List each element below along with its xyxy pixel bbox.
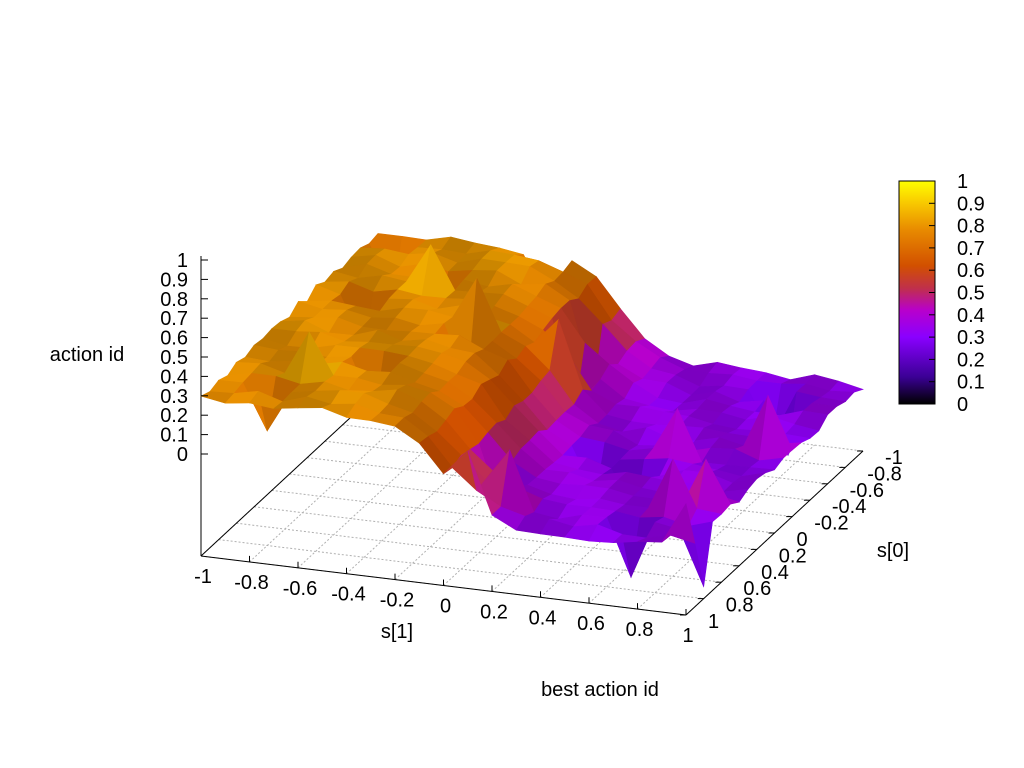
z-tick-label: 0.1 [160,425,188,447]
colorbar-tick-label: 0.5 [957,283,985,305]
y-tick-label: -0.6 [850,480,884,502]
colorbar-tick-label: 0.2 [957,349,985,371]
y-tick-label: 0.6 [743,578,771,600]
colorbar-tick-label: 0.4 [957,305,985,327]
x-tick-label: -1 [194,566,212,588]
x-tick-label: -0.2 [380,590,414,612]
z-tick-label: 0.4 [160,366,188,388]
colorbar-tick-label: 0.7 [957,238,985,260]
colorbar-ticks: 10.90.80.70.60.50.40.30.20.10 [929,171,985,416]
colorbar-tick-label: 0.8 [957,216,985,238]
z-tick-label: 0.2 [160,405,188,427]
colorbar-tick-label: 0.3 [957,327,985,349]
z-tick-label: 0.6 [160,328,188,350]
z-tick-label: 1 [177,250,188,272]
x-tick-label: -0.4 [331,584,365,606]
z-tick-label: 0.3 [160,386,188,408]
z-tick-label: 0.5 [160,347,188,369]
y-tick-label: -0.4 [832,496,866,518]
surface-facet [661,502,696,544]
x-tick-label: 1 [682,625,693,647]
colorbar: 10.90.80.70.60.50.40.30.20.10 [898,171,985,416]
colorbar-tick-label: 0.6 [957,260,985,282]
y-tick-label: -0.8 [867,463,901,485]
z-tick-label: 0 [177,444,188,466]
x-tick-label: 0.4 [529,607,557,629]
colorbar-tick-label: 0.9 [957,193,985,215]
tick-labels: -1 -0.8 -0.6 -0.4 -0.2 0 0.2 0.4 0.6 0.8 1-1-0.8-0… [160,250,903,647]
y-tick-label: -1 [885,447,903,469]
z-tick-label: 0.7 [160,308,188,330]
x-tick-label: 0.8 [626,619,654,641]
x-tick-label: -0.8 [234,572,268,594]
x-tick-label: 0.6 [577,613,605,635]
colorbar-tick-label: 1 [957,171,968,193]
colorbar-tick-label: 0 [957,394,968,416]
y-tick-label: 0 [797,529,808,551]
z-axis-label: action id [50,344,125,366]
y-tick-label: 1 [708,611,719,633]
colorbar-tick-label: 0.1 [957,372,985,394]
y-tick-label: 0.8 [726,595,754,617]
x-tick-label: -0.6 [283,578,317,600]
y-tick-label: 0.4 [761,562,789,584]
left-floor-edge [200,391,379,557]
z-tick-label: 0.9 [160,269,188,291]
surface [200,233,864,588]
y-tick-label: 0.2 [779,545,807,567]
z-tick-label: 0.8 [160,289,188,311]
x-tick-label: 0.2 [480,601,508,623]
chart-title: best action id [541,679,659,701]
y-axis-label: s[0] [877,540,909,562]
x-axis-label: s[1] [381,621,413,643]
grid-line-s1 [637,444,815,610]
y-tick-label: -0.2 [814,513,848,535]
x-tick-label: 0 [440,596,451,618]
